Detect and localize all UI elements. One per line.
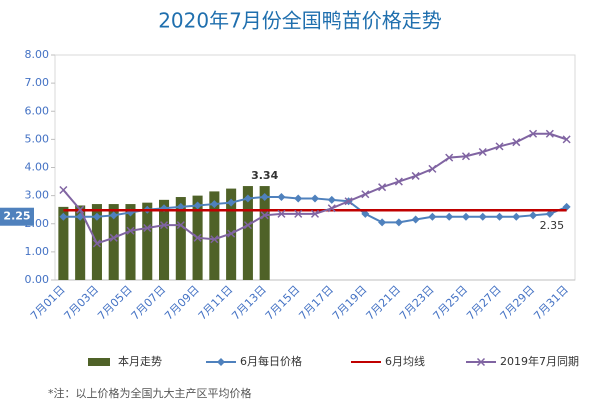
legend-label: 6月每日价格: [240, 354, 302, 368]
line-marker: [109, 211, 118, 220]
data-label: 3.34: [251, 169, 278, 182]
data-label-box: [0, 207, 34, 226]
bar: [242, 186, 253, 280]
legend-swatch: [88, 358, 110, 366]
line-marker: [529, 211, 538, 220]
line-marker: [294, 209, 303, 218]
line-marker: [210, 235, 219, 244]
y-tick-label: 3.00: [25, 189, 50, 202]
line-marker: [344, 197, 353, 206]
legend-marker: [217, 358, 225, 366]
line-marker: [260, 193, 269, 202]
bar: [175, 197, 186, 280]
line-marker: [327, 204, 336, 213]
legend-label: 本月走势: [118, 354, 162, 368]
data-label: 2.25: [3, 210, 30, 223]
bar: [125, 204, 136, 280]
line-marker: [243, 194, 252, 203]
y-tick-label: 0.00: [25, 273, 50, 286]
line-marker: [411, 171, 420, 180]
line-marker: [311, 194, 319, 203]
line-marker: [126, 226, 135, 235]
line-marker: [495, 142, 504, 151]
line-marker: [277, 209, 286, 218]
line-marker: [193, 233, 202, 242]
line-marker: [176, 221, 185, 230]
legend-marker: [476, 357, 486, 367]
line-marker: [193, 201, 202, 210]
line-marker: [92, 239, 101, 248]
y-tick-label: 4.00: [25, 161, 50, 174]
line-marker: [59, 185, 68, 195]
line-marker: [210, 200, 219, 209]
line-marker: [378, 218, 387, 227]
line-marker: [428, 164, 437, 173]
line-marker: [243, 221, 252, 230]
line-marker: [495, 212, 504, 221]
bar: [142, 202, 153, 280]
bar: [209, 191, 220, 280]
line-marker: [160, 221, 169, 230]
line-marker: [294, 194, 303, 203]
line-marker: [512, 138, 521, 147]
footnote: *注：以上价格为全国九大主产区平均价格: [48, 386, 252, 400]
line-marker: [378, 183, 387, 192]
bar: [108, 204, 119, 280]
line-marker: [92, 212, 101, 221]
line-marker: [227, 198, 236, 207]
line-marker: [176, 202, 185, 211]
line-marker: [461, 212, 470, 221]
line-marker: [445, 212, 454, 221]
line-marker: [562, 202, 571, 211]
line-marker: [411, 215, 420, 224]
data-label: 2.35: [540, 219, 565, 232]
line-marker: [529, 129, 538, 138]
y-tick-label: 5.00: [25, 132, 50, 145]
line-marker: [361, 209, 370, 218]
line-marker: [394, 218, 403, 227]
legend-label: 2019年7月同期: [500, 354, 579, 368]
line-marker: [545, 209, 554, 218]
line-marker: [143, 223, 152, 232]
line-marker: [59, 212, 68, 221]
line-marker: [227, 229, 236, 238]
y-tick-label: 7.00: [25, 76, 50, 89]
line-marker: [428, 212, 437, 221]
bar: [259, 186, 270, 280]
y-tick-label: 6.00: [25, 104, 50, 117]
chart-title: 2020年7月份全国鸭苗价格走势: [158, 9, 442, 33]
bar: [75, 205, 86, 280]
line-marker: [512, 212, 521, 221]
line-marker: [394, 177, 403, 186]
line-marker: [562, 135, 571, 144]
line-marker: [327, 195, 336, 204]
bar: [159, 199, 170, 280]
line-marker: [277, 193, 286, 202]
line-marker: [260, 211, 269, 220]
line-marker: [461, 152, 470, 161]
line-marker: [478, 148, 487, 157]
line-marker: [76, 205, 85, 214]
line-marker: [445, 153, 454, 162]
line-marker: [361, 190, 370, 199]
line-marker: [109, 233, 118, 242]
bar: [58, 206, 69, 280]
legend-label: 6月均线: [385, 354, 425, 368]
line-marker: [478, 212, 487, 221]
y-tick-label: 8.00: [25, 48, 50, 61]
line-marker: [310, 209, 320, 218]
line-marker: [545, 129, 554, 138]
y-tick-label: 1.00: [25, 245, 50, 258]
